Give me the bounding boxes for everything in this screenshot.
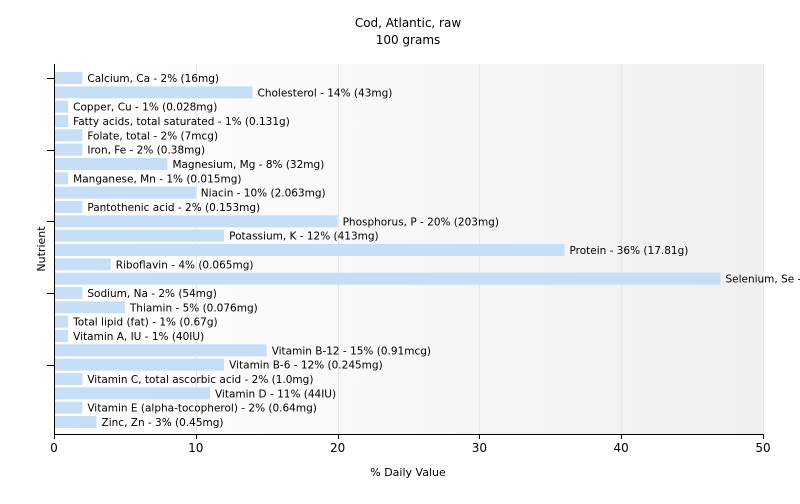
- bar-label: Vitamin A, IU - 1% (40IU): [73, 331, 204, 343]
- bar: [54, 157, 168, 170]
- bar: [54, 229, 225, 242]
- bar: [54, 258, 111, 271]
- bar: [54, 387, 210, 400]
- x-axis-label: % Daily Value: [370, 466, 446, 479]
- bar-label: Iron, Fe - 2% (0.38mg): [87, 145, 205, 157]
- chart-subtitle: 100 grams: [376, 33, 441, 47]
- bars: [54, 72, 721, 428]
- x-tick-label: 20: [330, 441, 345, 455]
- x-tick-label: 30: [472, 441, 487, 455]
- bar: [54, 172, 69, 185]
- bar: [54, 358, 225, 371]
- x-tick-label: 40: [614, 441, 629, 455]
- bar-label: Vitamin B-6 - 12% (0.245mg): [229, 360, 383, 372]
- bar-label: Phosphorus, P - 20% (203mg): [343, 216, 499, 228]
- bar-label: Vitamin C, total ascorbic acid - 2% (1.0…: [87, 374, 313, 386]
- bar-label: Calcium, Ca - 2% (16mg): [87, 73, 219, 85]
- chart-title: Cod, Atlantic, raw: [355, 16, 462, 30]
- bar: [54, 372, 83, 385]
- bar: [54, 329, 69, 342]
- bar: [54, 114, 69, 127]
- x-tick-label: 0: [50, 441, 58, 455]
- x-tick-label: 50: [755, 441, 770, 455]
- bar: [54, 315, 69, 328]
- bar: [54, 100, 69, 113]
- bar-label: Fatty acids, total saturated - 1% (0.131…: [73, 116, 290, 128]
- bar-label: Vitamin B-12 - 15% (0.91mcg): [272, 345, 431, 357]
- bar-label: Cholesterol - 14% (43mg): [258, 87, 393, 99]
- bar: [54, 86, 253, 99]
- bar: [54, 401, 83, 414]
- bar-label: Protein - 36% (17.81g): [569, 245, 688, 257]
- bar-label: Selenium, Se - 47% (33.1mcg): [725, 274, 800, 286]
- bar: [54, 129, 83, 142]
- bar-label: Manganese, Mn - 1% (0.015mg): [73, 173, 241, 185]
- bar: [54, 286, 83, 299]
- bar-label: Sodium, Na - 2% (54mg): [87, 288, 216, 300]
- bar-label: Total lipid (fat) - 1% (0.67g): [72, 317, 217, 329]
- bar-label: Zinc, Zn - 3% (0.45mg): [102, 417, 224, 429]
- bar: [54, 272, 721, 285]
- axes: 0 10 20 30 40 50: [47, 64, 771, 455]
- bar: [54, 301, 125, 314]
- bar-label: Folate, total - 2% (7mcg): [87, 130, 218, 142]
- bar-label: Potassium, K - 12% (413mg): [229, 231, 379, 243]
- x-tick-label: 10: [188, 441, 203, 455]
- bar: [54, 344, 267, 357]
- bar-label: Magnesium, Mg - 8% (32mg): [172, 159, 324, 171]
- bar: [54, 200, 83, 213]
- bar: [54, 415, 97, 428]
- bar-label: Vitamin D - 11% (44IU): [215, 388, 336, 400]
- bar-label: Riboflavin - 4% (0.065mg): [116, 259, 254, 271]
- y-axis-label: Nutrient: [35, 226, 48, 272]
- bar-labels: Calcium, Ca - 2% (16mg) Cholesterol - 14%…: [72, 73, 800, 429]
- bar: [54, 215, 338, 228]
- bar: [54, 72, 83, 84]
- bar: [54, 143, 83, 156]
- bar-label: Thiamin - 5% (0.076mg): [129, 302, 258, 314]
- bar: [54, 186, 196, 199]
- bar-label: Copper, Cu - 1% (0.028mg): [73, 102, 217, 114]
- bar-label: Vitamin E (alpha-tocopherol) - 2% (0.64m…: [87, 403, 316, 415]
- bar-label: Niacin - 10% (2.063mg): [201, 188, 326, 200]
- bar-label: Pantothenic acid - 2% (0.153mg): [87, 202, 260, 214]
- bar: [54, 243, 565, 256]
